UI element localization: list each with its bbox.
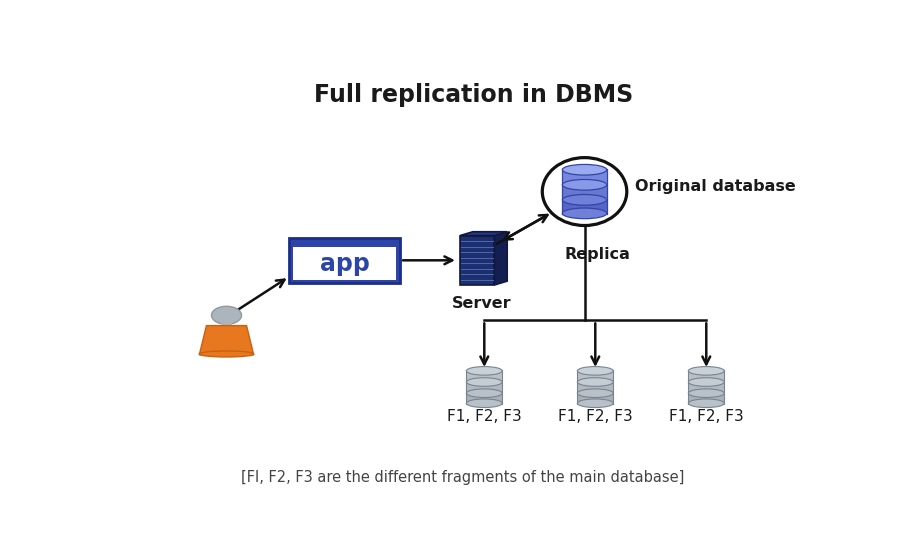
Ellipse shape [200,351,254,357]
Ellipse shape [688,378,724,386]
Ellipse shape [563,195,607,205]
Text: Server: Server [452,296,511,311]
Text: app: app [320,252,370,276]
Ellipse shape [578,378,614,386]
Ellipse shape [563,208,607,219]
Text: Full replication in DBMS: Full replication in DBMS [314,83,633,107]
Text: Replica: Replica [565,247,630,262]
Text: [FI, F2, F3 are the different fragments of the main database]: [FI, F2, F3 are the different fragments … [241,470,685,485]
Bar [563,170,607,183]
Text: F1, F2, F3: F1, F2, F3 [447,410,522,425]
Bar [688,382,724,392]
Polygon shape [200,326,254,355]
Ellipse shape [578,399,614,407]
Text: F1, F2, F3: F1, F2, F3 [669,410,744,425]
Circle shape [212,306,241,324]
Bar [222,323,232,326]
Ellipse shape [688,367,724,375]
Ellipse shape [467,389,503,397]
Ellipse shape [578,389,614,397]
Polygon shape [460,232,507,235]
Bar [578,371,614,381]
Bar [688,371,724,381]
Ellipse shape [578,367,614,375]
Ellipse shape [688,399,724,407]
Polygon shape [494,232,507,285]
Ellipse shape [688,389,724,397]
Bar [688,393,724,403]
Bar [294,247,395,280]
Bar [578,393,614,403]
Ellipse shape [542,157,626,225]
Ellipse shape [467,399,503,407]
Bar [460,235,494,285]
Bar [563,200,607,213]
Ellipse shape [467,367,503,375]
Bar [467,393,503,403]
Bar [467,371,503,381]
Bar [289,238,400,283]
Ellipse shape [467,378,503,386]
Ellipse shape [563,165,607,175]
Text: F1, F2, F3: F1, F2, F3 [558,410,633,425]
Bar [467,382,503,392]
Ellipse shape [563,180,607,190]
Bar [563,185,607,198]
Bar [578,382,614,392]
Text: Original database: Original database [635,179,796,194]
